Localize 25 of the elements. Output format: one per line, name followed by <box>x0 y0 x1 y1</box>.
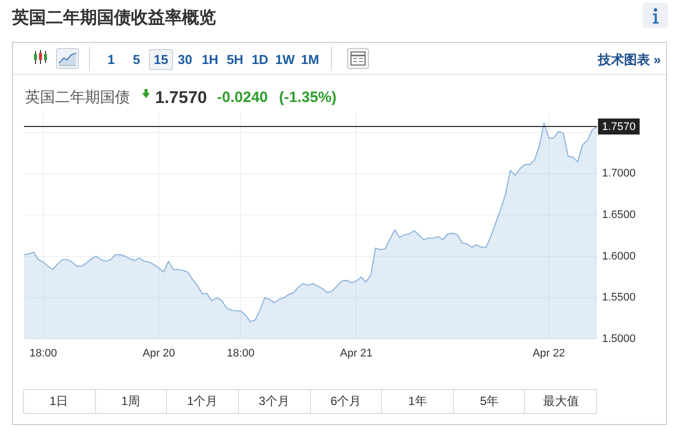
text: 1W <box>275 51 295 68</box>
text: -0.0240 <box>217 88 268 108</box>
text: 1M <box>300 51 320 68</box>
x-tick-label: Apr 22 <box>532 348 566 360</box>
y-tick-label: 1.5000 <box>602 333 636 346</box>
text: 1H <box>202 51 218 68</box>
text: 技术图表 » <box>598 51 661 69</box>
x-tick-label: Apr 21 <box>340 348 372 360</box>
text: 1D <box>252 51 268 68</box>
text: 30 <box>178 51 192 68</box>
text: 5H <box>226 51 244 68</box>
y-tick-label: 1.6500 <box>602 208 636 221</box>
chart-subtitle: 英国二年期国债 <box>25 88 130 108</box>
y-tick-label: 1.5500 <box>602 292 636 304</box>
text: 15 <box>154 51 168 68</box>
y-tick-label: 1.6000 <box>602 250 636 262</box>
text: 1 5 <box>108 51 140 68</box>
ref-line-label: 1.7570 <box>602 121 636 134</box>
x-tick-label: 18:00 <box>226 348 254 360</box>
y-tick-label: 1.7000 <box>602 168 636 180</box>
chart-title: 英国二年期国债收益率概览 <box>12 7 216 29</box>
text: (-1.35%) <box>279 88 337 108</box>
x-tick-label: Apr 20 <box>142 348 176 360</box>
text: 1.7570 <box>155 87 207 109</box>
x-tick-label: 18:00 <box>29 348 58 360</box>
